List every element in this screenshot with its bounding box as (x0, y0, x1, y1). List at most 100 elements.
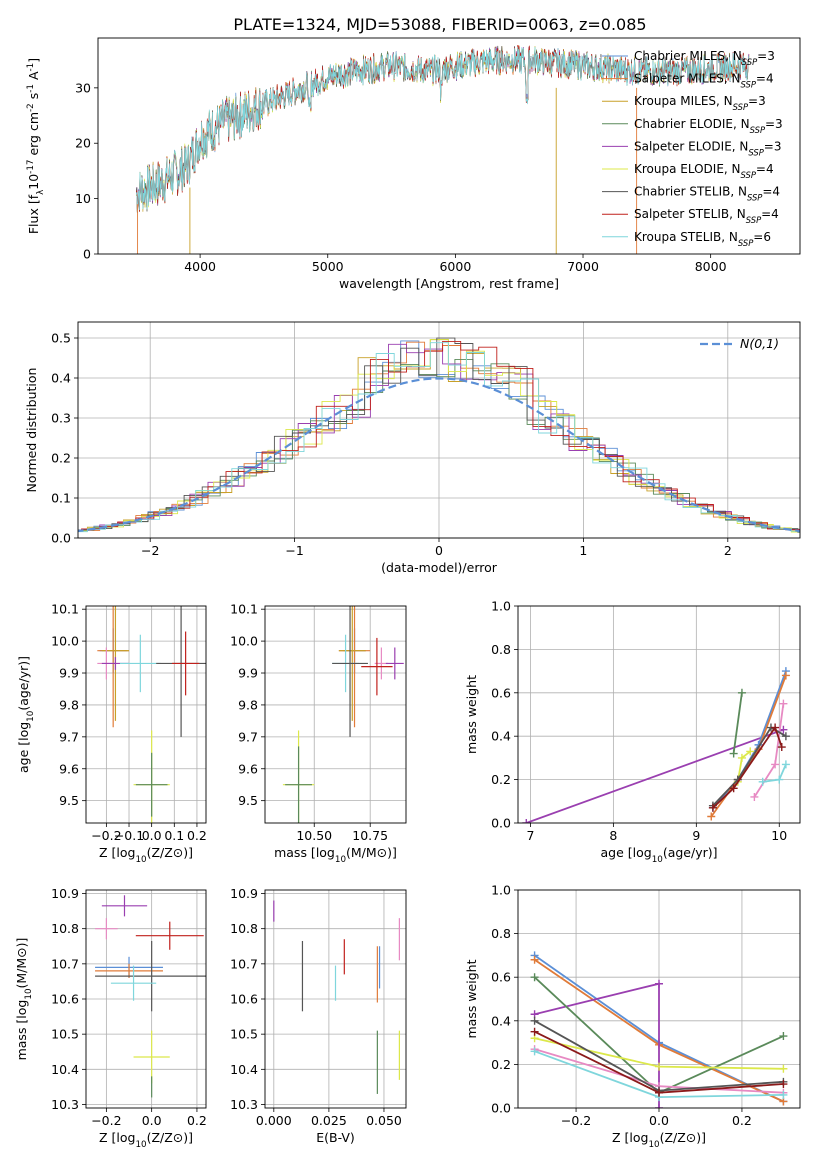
chart-mass_Z: −0.2 0.0 0.2 10.3 10.4 10.5 10.6 10.7 10.8 10.9 Z … (14, 886, 207, 1150)
x-axis-label: wavelength [Angstrom, rest frame] (339, 276, 559, 291)
x-tick-label: 5000 (312, 259, 344, 274)
label-part: (Z/Z⊙)] (147, 1130, 193, 1145)
weight-marker (779, 1090, 788, 1099)
label-sub: 10 (135, 1140, 146, 1150)
weight-marker (771, 760, 780, 769)
y-tick-label: 10.9 (230, 886, 258, 901)
y-tick-label: 9.7 (59, 729, 79, 744)
y-tick-label: 10.7 (51, 956, 79, 971)
histogram-step (78, 340, 800, 532)
label-part: =4 (756, 72, 774, 86)
y-tick-label: 0.6 (491, 970, 511, 985)
label-sub: SSP (741, 170, 757, 180)
weight-marker (781, 760, 790, 769)
x-tick-label: −0.2 (561, 1113, 591, 1128)
y-tick-label: 0.8 (491, 926, 511, 941)
y-tick-label: 0.4 (51, 371, 71, 386)
label-part: s (26, 93, 41, 104)
x-tick-label: −0.1 (114, 828, 144, 843)
label-part: Normed distribution (24, 368, 39, 493)
figure-title: PLATE=1324, MJD=53088, FIBERID=0063, z=0… (233, 15, 646, 34)
label-sub: 10 (335, 855, 346, 865)
label-part: log (116, 1130, 135, 1145)
axes-frame (97, 37, 801, 255)
legend-entry: Kroupa MILES, NSSP=3 (634, 94, 766, 112)
x-tick-label: 0.000 (256, 1113, 292, 1128)
legend-entry: Salpeter STELIB, NSSP=4 (634, 207, 779, 225)
label-part: Kroupa STELIB, N (634, 230, 738, 244)
label-part: Kroupa ELODIE, N (634, 162, 741, 176)
y-tick-label: 1.0 (491, 599, 511, 614)
weight-marker (522, 819, 531, 823)
y-tick-label: 9.7 (238, 729, 258, 744)
x-axis-label: age [log10(age/yr)] (600, 845, 717, 865)
weight-marker (779, 1080, 788, 1089)
label-sup: -2 (26, 103, 36, 112)
legend-entry: Salpeter ELODIE, NSSP=3 (634, 139, 782, 157)
histogram-step (78, 337, 800, 533)
y-tick-label: 10.5 (230, 1027, 258, 1042)
x-tick-label: 7 (526, 828, 534, 843)
label-sub: λ (36, 190, 46, 195)
label-sub: SSP (746, 215, 762, 225)
label-part: A (26, 71, 41, 84)
x-tick-label: 0.2 (187, 1113, 207, 1128)
label-part: mass weight (464, 675, 479, 754)
weight-marker (775, 775, 784, 784)
label-sub: 10 (135, 855, 146, 865)
y-axis-label: mass [log10(M/M⊙)] (14, 938, 34, 1061)
x-tick-label: 2 (724, 543, 732, 558)
label-part: log (14, 1000, 29, 1019)
weight-marker (781, 732, 790, 741)
legend-entry: Kroupa ELODIE, NSSP=4 (634, 162, 774, 180)
label-part: log (116, 845, 135, 860)
y-tick-label: 10.9 (51, 886, 79, 901)
label-part: mass [ (274, 845, 316, 860)
y-tick-label: 0.2 (491, 772, 511, 787)
label-part: log (316, 845, 335, 860)
label-part: =3 (764, 139, 782, 153)
spectrum-series-line (135, 46, 750, 212)
y-tick-label: 9.8 (238, 697, 258, 712)
y-tick-label: 0.0 (491, 1101, 511, 1116)
weight-marker (530, 1016, 539, 1025)
y-tick-label: 9.9 (59, 666, 79, 681)
x-tick-label: −1 (285, 543, 303, 558)
weight-marker (779, 1032, 788, 1041)
label-part: (age/yr)] (16, 656, 31, 711)
label-sub: SSP (738, 238, 754, 248)
label-part: Salpeter STELIB, N (634, 207, 746, 221)
x-tick-label: 0.0 (142, 828, 162, 843)
plot-area (530, 951, 788, 1108)
axes-frame (264, 605, 407, 824)
label-sup: -17 (26, 160, 36, 174)
y-axis-label: mass weight (464, 959, 479, 1038)
y-tick-label: 0.1 (51, 491, 71, 506)
label-part: =6 (753, 230, 771, 244)
weight-marker (779, 1064, 788, 1073)
y-tick-label: 9.9 (238, 666, 258, 681)
label-part: =3 (748, 94, 766, 108)
y-tick-label: 30 (75, 80, 91, 95)
legend-entry: Chabrier ELODIE, NSSP=3 (634, 117, 783, 135)
label-part: Chabrier STELIB, N (634, 185, 747, 199)
label-sub: SSP (748, 147, 764, 157)
legend-entry: Salpeter MILES, NSSP=4 (634, 72, 774, 90)
label-part: age [ (600, 845, 632, 860)
y-axis-label: age [log10(age/yr)] (16, 656, 36, 773)
y-tick-label: 0.0 (491, 816, 511, 831)
y-axis-label: Flux [fλ10-17 erg cm-2 s-1 A-1] (26, 58, 46, 234)
x-tick-label: 8 (609, 828, 617, 843)
y-tick-label: 0.3 (51, 411, 71, 426)
y-tick-label: 0.8 (491, 642, 511, 657)
y-tick-label: 10.6 (230, 992, 258, 1007)
weight-marker (530, 973, 539, 982)
legend-entry: Chabrier MILES, NSSP=3 (634, 49, 775, 67)
plot-area (97, 606, 206, 823)
label-part: ] (26, 58, 41, 63)
y-tick-label: 10.1 (51, 602, 79, 617)
y-tick-label: 0.5 (51, 331, 71, 346)
label-sub: 10 (652, 855, 663, 865)
y-tick-label: 10.0 (230, 634, 258, 649)
